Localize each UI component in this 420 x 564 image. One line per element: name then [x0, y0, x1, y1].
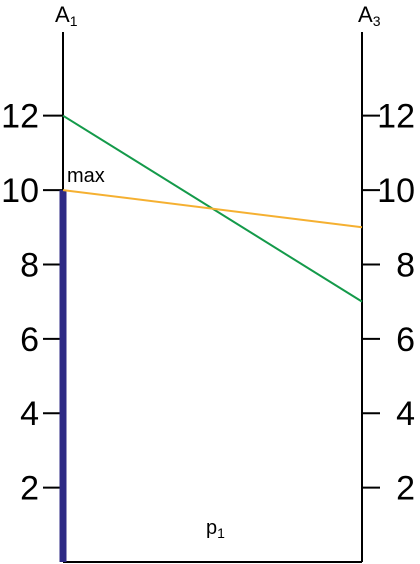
left-tick-label-8: 8 [20, 246, 39, 284]
left-tick-label-2: 2 [20, 470, 39, 508]
left-tick-label-6: 6 [20, 321, 39, 359]
left-axis-ticks: 2 4 6 8 10 12 [1, 98, 63, 508]
series-line-2 [62, 189, 363, 229]
bottom-label: p1 [206, 517, 225, 541]
right-axis-title: A3 [358, 2, 381, 29]
left-axis-title: A1 [55, 2, 78, 29]
left-tick-label-12: 12 [1, 98, 39, 136]
right-tick-label-12: 12 [377, 98, 415, 136]
left-tick-label-4: 4 [20, 395, 39, 433]
right-tick-label-2: 2 [396, 470, 415, 508]
right-tick-label-4: 4 [396, 395, 415, 433]
right-tick-label-8: 8 [396, 246, 415, 284]
max-annotation: max [67, 165, 105, 187]
right-tick-label-6: 6 [396, 321, 415, 359]
right-axis-ticks: 2 4 6 8 10 12 [362, 98, 415, 508]
right-tick-label-10: 10 [377, 172, 415, 210]
series-lines [62, 114, 363, 303]
left-tick-label-10: 10 [1, 172, 39, 210]
